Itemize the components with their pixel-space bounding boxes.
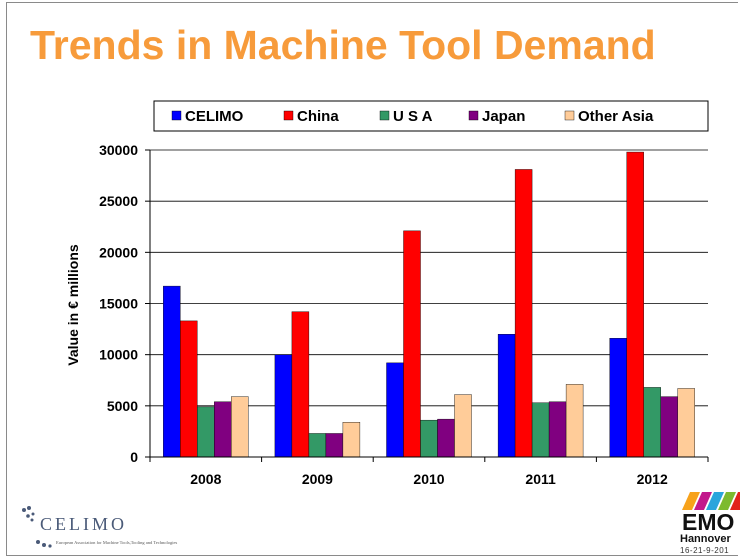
legend-label-usa: U S A — [393, 108, 433, 125]
y-tick-label: 20000 — [99, 244, 138, 260]
legend-label-china: China — [297, 108, 339, 125]
bar-china-2009 — [291, 311, 310, 458]
legend-label-japan: Japan — [482, 108, 525, 125]
legend-swatch-china — [283, 110, 294, 121]
bar-usa-2010 — [420, 419, 438, 458]
x-tick-label: 2009 — [302, 471, 333, 487]
y-tick-label: 10000 — [99, 347, 138, 363]
bar-celimo-2008 — [163, 285, 181, 458]
bar-otherasia-2012 — [677, 388, 695, 458]
legend-swatch-japan — [468, 110, 479, 121]
emo-logo-mark — [682, 492, 740, 510]
bar-otherasia-2010 — [454, 394, 472, 458]
emo-logo-city: Hannover — [680, 533, 731, 545]
bar-usa-2011 — [531, 402, 550, 458]
celimo-logo-mark — [22, 506, 52, 548]
y-tick-label: 0 — [130, 449, 138, 465]
y-tick-label: 25000 — [99, 193, 138, 209]
bar-china-2011 — [514, 169, 533, 458]
legend-swatch-celimo — [171, 110, 182, 121]
bar-usa-2012 — [643, 387, 661, 458]
celimo-logo-subtitle: European Association for Machine Tools,T… — [56, 540, 178, 545]
bar-otherasia-2011 — [565, 384, 584, 458]
y-axis-label: Value in € millions — [65, 244, 81, 366]
bar-celimo-2010 — [386, 362, 404, 458]
bar-otherasia-2008 — [231, 396, 249, 458]
slide-frame — [6, 2, 738, 556]
x-tick-label: 2008 — [190, 471, 221, 487]
bar-japan-2010 — [437, 418, 455, 458]
legend-swatch-otherasia — [564, 110, 575, 121]
bar-china-2010 — [403, 230, 421, 458]
legend: CELIMO China U S A Japan Other Asia — [153, 100, 709, 132]
emo-logo-text: EMO — [682, 509, 735, 535]
bar-celimo-2012 — [609, 338, 627, 458]
bar-japan-2012 — [660, 396, 678, 458]
bar-japan-2009 — [325, 433, 344, 458]
x-tick-label: 2010 — [413, 471, 444, 487]
y-tick-label: 15000 — [99, 296, 138, 312]
axes: 0 5000 10000 15000 20000 25000 30000 2008 2009 20… — [99, 142, 709, 487]
bar-japan-2008 — [214, 401, 232, 458]
y-tick-label: 30000 — [99, 142, 138, 158]
bar-china-2008 — [180, 320, 198, 458]
bar-celimo-2009 — [274, 354, 293, 458]
x-tick-label: 2011 — [525, 471, 556, 487]
legend-label-celimo: CELIMO — [185, 108, 244, 125]
bar-chart: 0 5000 10000 15000 20000 25000 30000 2008 2009 20… — [65, 100, 709, 487]
emo-logo-date: 16-21-9-201 — [680, 546, 730, 555]
bar-usa-2008 — [197, 406, 215, 458]
legend-label-otherasia: Other Asia — [578, 108, 654, 125]
legend-swatch-usa — [379, 110, 390, 121]
bar-usa-2009 — [308, 433, 327, 458]
celimo-logo-text: CELIMO — [40, 514, 127, 534]
bars — [163, 151, 695, 458]
bar-china-2012 — [626, 151, 644, 458]
y-tick-label: 5000 — [107, 398, 138, 414]
bar-otherasia-2009 — [342, 422, 361, 458]
bar-japan-2011 — [548, 401, 567, 458]
slide-title: Trends in Machine Tool Demand — [30, 22, 656, 68]
legend-box — [153, 100, 709, 132]
bar-celimo-2011 — [497, 334, 516, 458]
x-tick-label: 2012 — [637, 471, 668, 487]
